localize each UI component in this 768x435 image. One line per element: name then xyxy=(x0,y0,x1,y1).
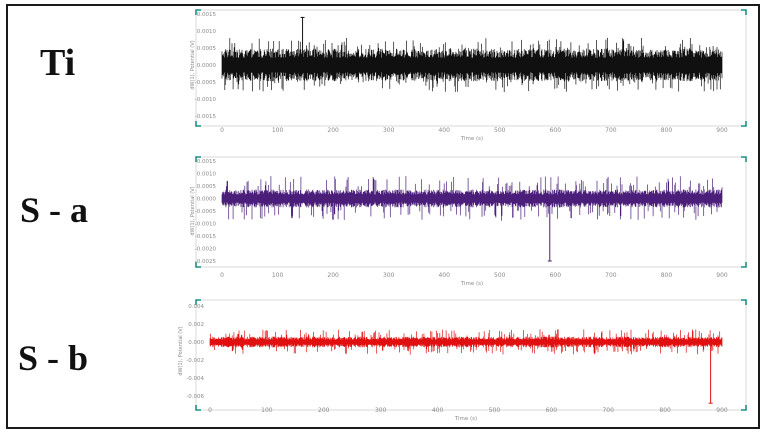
y-tick-label: 0.0000 xyxy=(197,197,217,203)
corner-marker xyxy=(741,9,747,15)
x-tick-label: 200 xyxy=(327,127,339,134)
series-core-band xyxy=(222,57,722,73)
y-tick-label: 0.0005 xyxy=(197,46,217,52)
x-tick-label: 800 xyxy=(661,127,673,134)
x-tick-label: 900 xyxy=(716,407,728,414)
x-tick-label: 500 xyxy=(494,127,506,134)
x-tick-label: 200 xyxy=(318,407,330,414)
y-axis-title: dW(1), Potential (V) xyxy=(178,326,184,375)
x-axis-title: Time (s) xyxy=(460,136,483,142)
x-axis-title: Time (s) xyxy=(454,416,477,422)
panel-label-s-a: S - a xyxy=(20,190,89,230)
x-tick-label: 600 xyxy=(550,127,562,134)
panel-label-s-b: S - b xyxy=(18,338,89,378)
x-tick-label: 500 xyxy=(494,272,506,279)
plot-frame xyxy=(195,299,747,411)
panel-label-ti: Ti xyxy=(40,42,76,84)
corner-marker xyxy=(195,262,201,268)
y-tick-label: 0.0015 xyxy=(197,12,217,18)
x-tick-label: 100 xyxy=(272,127,284,134)
x-tick-label: 400 xyxy=(438,127,450,134)
y-tick-label: 0.0000 xyxy=(197,63,217,69)
x-tick-label: 600 xyxy=(546,407,558,414)
y-tick-label: 0.0015 xyxy=(197,159,217,165)
x-tick-label: 200 xyxy=(327,272,339,279)
x-tick-label: 0 xyxy=(220,127,224,134)
y-axis-title: dW(1), Potential (V) xyxy=(190,40,196,89)
x-tick-label: 900 xyxy=(716,272,728,279)
y-tick-label: 0.0010 xyxy=(197,29,217,35)
x-tick-label: 100 xyxy=(272,272,284,279)
x-tick-label: 700 xyxy=(605,127,617,134)
x-tick-label: 300 xyxy=(375,407,387,414)
chart-s-a: 0.0015 0.0010 0.0005 0.0000 -0.0005 -0.0010 -0… xyxy=(190,156,747,287)
chart-s-b: 0.004 0.002 0.000 -0.002 -0.004 -0.006 0 100 200… xyxy=(178,299,747,422)
y-tick-label: -0.0020 xyxy=(195,247,217,253)
x-tick-label: 0 xyxy=(208,407,212,414)
y-tick-label: -0.0010 xyxy=(195,222,217,228)
series-2 xyxy=(209,329,723,404)
y-tick-label: -0.0005 xyxy=(195,209,217,215)
corner-marker xyxy=(195,121,201,127)
x-tick-label: 900 xyxy=(716,127,728,134)
series-core-band xyxy=(210,339,722,345)
y-tick-label: -0.0010 xyxy=(195,97,217,103)
y-tick-label: 0.000 xyxy=(188,340,204,346)
y-tick-label: -0.002 xyxy=(186,358,204,364)
y-tick-label: -0.0005 xyxy=(195,80,217,86)
corner-marker xyxy=(195,9,201,15)
x-tick-label: 800 xyxy=(659,407,671,414)
corner-marker xyxy=(741,121,747,127)
series-core-band xyxy=(222,194,722,203)
x-tick-label: 500 xyxy=(489,407,501,414)
corner-marker xyxy=(195,156,201,162)
corner-marker xyxy=(195,299,201,305)
y-tick-label: -0.0015 xyxy=(195,234,217,240)
series-1 xyxy=(221,176,723,262)
y-tick-label: 0.002 xyxy=(188,322,204,328)
x-tick-label: 400 xyxy=(432,407,444,414)
corner-marker xyxy=(741,262,747,268)
x-tick-label: 700 xyxy=(605,272,617,279)
y-tick-label: 0.0005 xyxy=(197,184,217,190)
corner-marker xyxy=(195,405,201,411)
series-0 xyxy=(221,16,723,93)
x-tick-label: 300 xyxy=(383,272,395,279)
x-tick-label: 100 xyxy=(261,407,273,414)
x-tick-label: 300 xyxy=(383,127,395,134)
x-axis-title: Time (s) xyxy=(460,281,483,287)
x-tick-label: 700 xyxy=(602,407,614,414)
corner-marker xyxy=(741,299,747,305)
corner-marker xyxy=(741,156,747,162)
y-tick-label: -0.0025 xyxy=(195,259,217,265)
x-tick-label: 400 xyxy=(438,272,450,279)
y-axis-title: dW(1), Potential (V) xyxy=(190,186,196,235)
y-tick-label: -0.006 xyxy=(186,394,204,400)
y-tick-label: -0.004 xyxy=(186,376,204,382)
x-tick-label: 800 xyxy=(661,272,673,279)
plot-frame xyxy=(195,156,747,268)
y-tick-label: 0.004 xyxy=(188,304,204,310)
x-tick-label: 0 xyxy=(220,272,224,279)
corner-marker xyxy=(741,405,747,411)
y-tick-label: -0.0015 xyxy=(195,114,217,120)
x-tick-label: 600 xyxy=(550,272,562,279)
y-tick-label: 0.0010 xyxy=(197,172,217,178)
chart-ti: 0.0015 0.0010 0.0005 0.0000 -0.0005 -0.0010 -0… xyxy=(190,9,747,142)
